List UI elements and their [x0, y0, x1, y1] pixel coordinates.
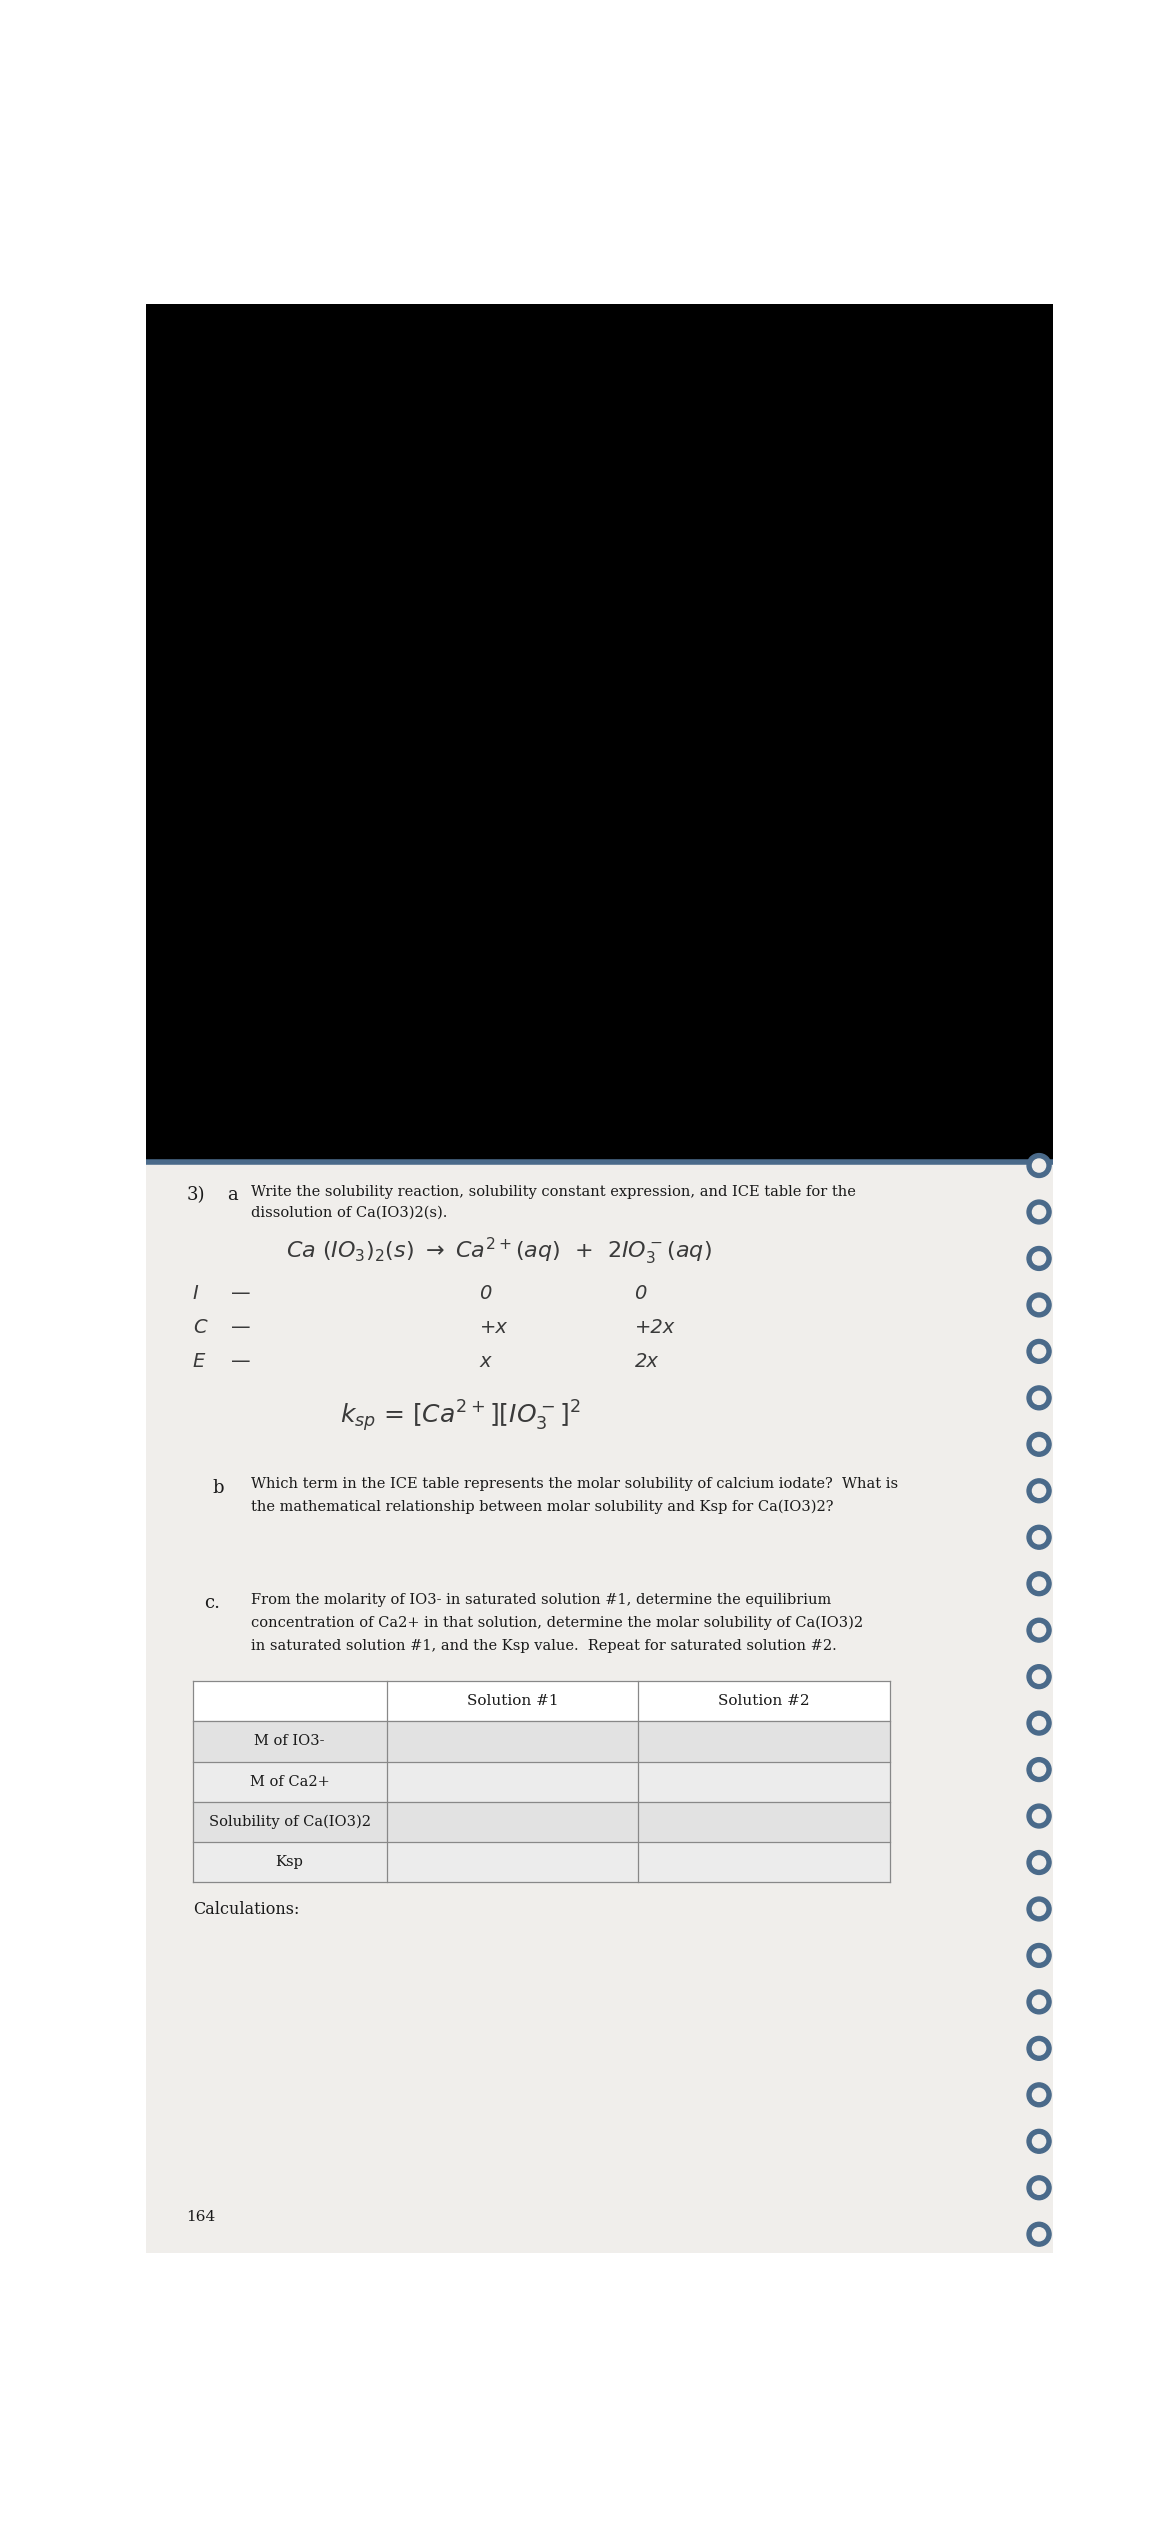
Text: Which term in the ICE table represents the molar solubility of calcium iodate?  : Which term in the ICE table represents t…: [250, 1476, 899, 1491]
Circle shape: [1027, 1433, 1051, 1456]
Text: Solution #1: Solution #1: [467, 1694, 558, 1709]
Text: $k_{sp}$ = $[Ca^{2+}][IO_3^-]^2$: $k_{sp}$ = $[Ca^{2+}][IO_3^-]^2$: [340, 1398, 581, 1433]
Circle shape: [1032, 1532, 1046, 1545]
Circle shape: [1032, 1762, 1046, 1775]
Circle shape: [1032, 1995, 1046, 2008]
Circle shape: [1027, 1339, 1051, 1362]
Bar: [146, 1162, 1053, 2253]
Circle shape: [1027, 2175, 1051, 2200]
Circle shape: [1032, 1438, 1046, 1451]
Text: 3): 3): [186, 1185, 205, 1205]
Text: Write the solubility reaction, solubility constant expression, and ICE table for: Write the solubility reaction, solubilit…: [250, 1185, 855, 1198]
Bar: [193, 1681, 890, 1722]
Circle shape: [1032, 1950, 1046, 1962]
Text: Calculations:: Calculations:: [193, 1902, 300, 1917]
Text: —: —: [232, 1317, 252, 1337]
Text: +2x: +2x: [634, 1317, 675, 1337]
Text: M of IO3-: M of IO3-: [254, 1734, 325, 1750]
Circle shape: [1032, 1205, 1046, 1218]
Circle shape: [1027, 1757, 1051, 1783]
Circle shape: [1032, 2041, 1046, 2056]
Circle shape: [1032, 1902, 1046, 1917]
Text: Ca $(IO_3)_2(s)$ $\rightarrow$ $Ca^{2+}(aq)$  +  $2IO_3^-(aq)$: Ca $(IO_3)_2(s)$ $\rightarrow$ $Ca^{2+}(…: [285, 1236, 711, 1266]
Circle shape: [1032, 2228, 1046, 2241]
Circle shape: [1027, 2129, 1051, 2152]
Circle shape: [1032, 1810, 1046, 1823]
Text: c.: c.: [205, 1595, 220, 1613]
Circle shape: [1032, 1299, 1046, 1312]
Circle shape: [1032, 1251, 1046, 1266]
Circle shape: [1027, 2084, 1051, 2107]
Text: M of Ca2+: M of Ca2+: [249, 1775, 330, 1788]
Text: Solubility of Ca(IO3)2: Solubility of Ca(IO3)2: [208, 1815, 371, 1828]
Text: 0: 0: [480, 1284, 491, 1304]
Text: 164: 164: [186, 2210, 215, 2223]
Circle shape: [1027, 1524, 1051, 1550]
Circle shape: [1032, 1856, 1046, 1869]
Circle shape: [1032, 1623, 1046, 1636]
Circle shape: [1032, 1717, 1046, 1729]
Circle shape: [1027, 1246, 1051, 1271]
Text: x: x: [480, 1352, 491, 1370]
Circle shape: [1032, 2134, 1046, 2147]
Circle shape: [1032, 1577, 1046, 1590]
Text: dissolution of Ca(IO3)2(s).: dissolution of Ca(IO3)2(s).: [250, 1205, 447, 1220]
Circle shape: [1027, 1664, 1051, 1689]
Text: 2x: 2x: [634, 1352, 659, 1370]
Circle shape: [1032, 1344, 1046, 1357]
Text: b: b: [212, 1479, 223, 1496]
Text: the mathematical relationship between molar solubility and Ksp for Ca(IO3)2?: the mathematical relationship between mo…: [250, 1499, 833, 1514]
Circle shape: [1027, 1896, 1051, 1922]
Circle shape: [1027, 2223, 1051, 2246]
Text: I: I: [193, 1284, 199, 1304]
Text: E: E: [193, 1352, 205, 1370]
Text: a: a: [228, 1185, 239, 1205]
Circle shape: [1027, 2036, 1051, 2061]
Text: C: C: [193, 1317, 206, 1337]
Circle shape: [1032, 2180, 1046, 2195]
Bar: [146, 304, 1053, 1162]
Text: concentration of Ca2+ in that solution, determine the molar solubility of Ca(IO3: concentration of Ca2+ in that solution, …: [250, 1615, 863, 1631]
Circle shape: [1027, 1572, 1051, 1595]
Circle shape: [1027, 1200, 1051, 1223]
Circle shape: [1032, 2089, 1046, 2102]
Bar: [193, 1841, 890, 1881]
Bar: [193, 1762, 890, 1803]
Circle shape: [1032, 1160, 1046, 1172]
Text: Solution #2: Solution #2: [718, 1694, 810, 1709]
Circle shape: [1027, 1294, 1051, 1317]
Text: 0: 0: [634, 1284, 647, 1304]
Circle shape: [1027, 1385, 1051, 1410]
Bar: [193, 1803, 890, 1841]
Text: in saturated solution #1, and the Ksp value.  Repeat for saturated solution #2.: in saturated solution #1, and the Ksp va…: [250, 1638, 837, 1653]
Circle shape: [1032, 1390, 1046, 1405]
Text: —: —: [232, 1284, 252, 1304]
Circle shape: [1027, 1945, 1051, 1967]
Circle shape: [1027, 1155, 1051, 1177]
Circle shape: [1027, 1712, 1051, 1734]
Text: From the molarity of IO3- in saturated solution #1, determine the equilibrium: From the molarity of IO3- in saturated s…: [250, 1593, 831, 1608]
Circle shape: [1027, 1851, 1051, 1874]
Circle shape: [1027, 1990, 1051, 2013]
Text: +x: +x: [480, 1317, 508, 1337]
Circle shape: [1027, 1479, 1051, 1501]
Circle shape: [1032, 1671, 1046, 1684]
Circle shape: [1027, 1618, 1051, 1643]
Circle shape: [1027, 1805, 1051, 1828]
Text: —: —: [232, 1352, 252, 1370]
Bar: [193, 1722, 890, 1762]
Circle shape: [1032, 1484, 1046, 1496]
Text: Ksp: Ksp: [276, 1853, 303, 1869]
